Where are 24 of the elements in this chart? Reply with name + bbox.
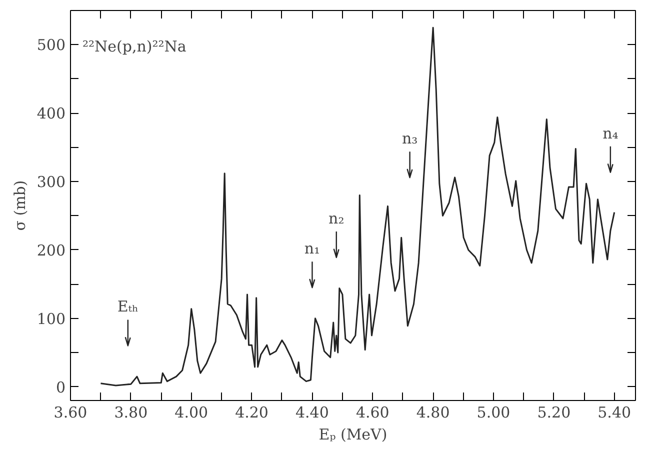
x-tick-label: 4.40 <box>296 404 329 422</box>
ref-line-label: n₄ <box>602 124 618 142</box>
ref-line-label: Eₜₕ <box>117 298 138 316</box>
x-tick-label: 4.00 <box>174 404 208 422</box>
x-tick-label: 5.20 <box>537 404 571 422</box>
y-tick-label: 500 <box>36 36 66 54</box>
x-tick-label: 5.00 <box>476 404 510 422</box>
y-tick-label: 400 <box>36 104 66 123</box>
y-tick-label: 300 <box>36 173 66 192</box>
x-tick-label: 3.60 <box>54 404 88 422</box>
y-tick-label: 0 <box>56 378 66 396</box>
x-tick-label: 4.80 <box>416 404 450 422</box>
x-tick-label: 5.40 <box>598 404 632 422</box>
x-axis-title: Eₚ (MeV) <box>318 426 388 444</box>
text: ²²Ne(p,n)²²Na <box>82 38 186 56</box>
ref-line-label: n₁ <box>304 240 320 258</box>
y-axis-title: σ (mb) <box>10 180 29 231</box>
ref-line-label: n₃ <box>402 130 418 148</box>
y-tick-label: 200 <box>36 241 66 260</box>
x-tick-label: 4.60 <box>356 404 390 422</box>
ref-line-label: n₂ <box>328 209 344 228</box>
x-tick-label: 3.80 <box>114 404 148 422</box>
x-tick-label: 4.20 <box>235 404 268 422</box>
y-tick-label: 100 <box>36 310 66 328</box>
